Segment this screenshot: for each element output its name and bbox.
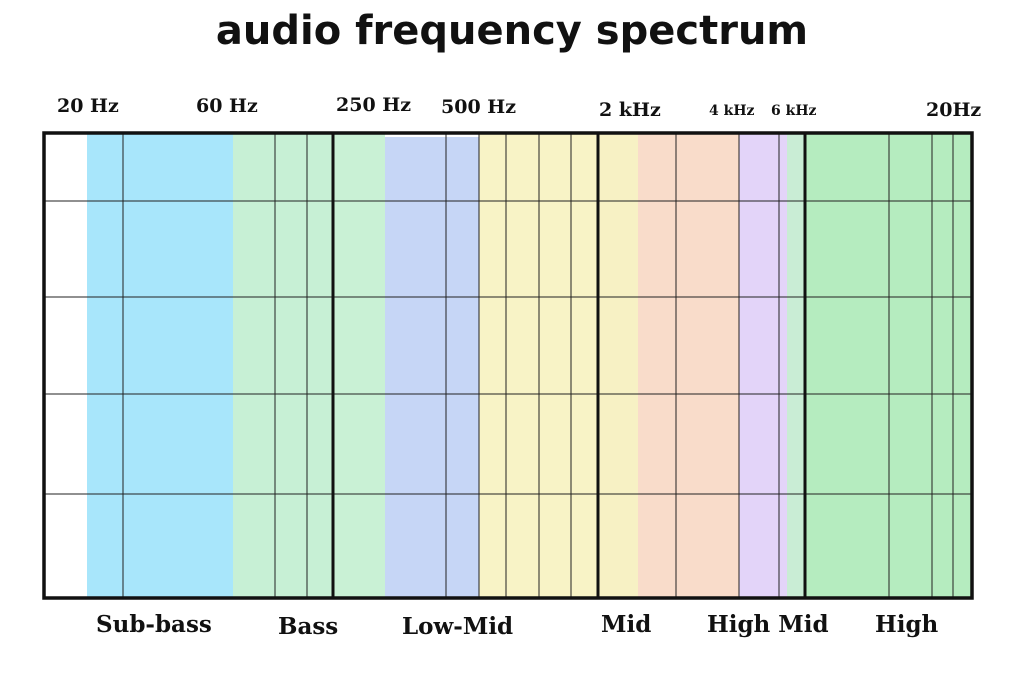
- band-label-bass: Bass: [278, 613, 338, 640]
- freq-label-6khz: 6 kHz: [771, 103, 817, 119]
- major-vertical-dividers: [331, 133, 807, 598]
- freq-label-4khz: 4 kHz: [709, 103, 755, 119]
- page-title: audio frequency spectrum: [215, 8, 809, 54]
- band-fill-mid-upper: [638, 133, 739, 598]
- band-fill-bass-upper: [333, 133, 385, 598]
- frequency-markers: 20 Hz 60 Hz 250 Hz 500 Hz 2 kHz 4 kHz 6 …: [57, 94, 981, 121]
- freq-label-20hz: 20 Hz: [57, 95, 119, 117]
- band-fill-low-mid: [385, 137, 479, 598]
- band-fill-high-mid-gap: [787, 133, 805, 598]
- horizontal-gridlines: [44, 200, 972, 495]
- band-label-low-mid: Low-Mid: [402, 613, 513, 640]
- band-fill-mid: [598, 133, 638, 598]
- freq-label-60hz: 60 Hz: [196, 95, 258, 117]
- freq-label-250hz: 250 Hz: [336, 94, 411, 116]
- band-label-high: High: [875, 611, 939, 638]
- band-label-sub-bass: Sub-bass: [96, 611, 212, 638]
- band-fill-bass: [233, 133, 333, 598]
- band-label-mid: Mid: [601, 611, 651, 638]
- band-labels: Sub-bass Bass Low-Mid Mid High Mid High: [96, 611, 939, 640]
- freq-label-500hz: 500 Hz: [441, 96, 516, 118]
- freq-label-2khz: 2 kHz: [599, 99, 661, 121]
- minor-vertical-gridlines: [122, 133, 954, 598]
- spectrum-frame: [42, 131, 974, 600]
- band-fills: [87, 133, 972, 598]
- band-label-high-mid: High Mid: [707, 611, 829, 638]
- band-fill-high-mid: [739, 133, 787, 598]
- band-fill-sub-bass: [87, 133, 233, 598]
- freq-label-20khz: 20Hz: [926, 99, 981, 121]
